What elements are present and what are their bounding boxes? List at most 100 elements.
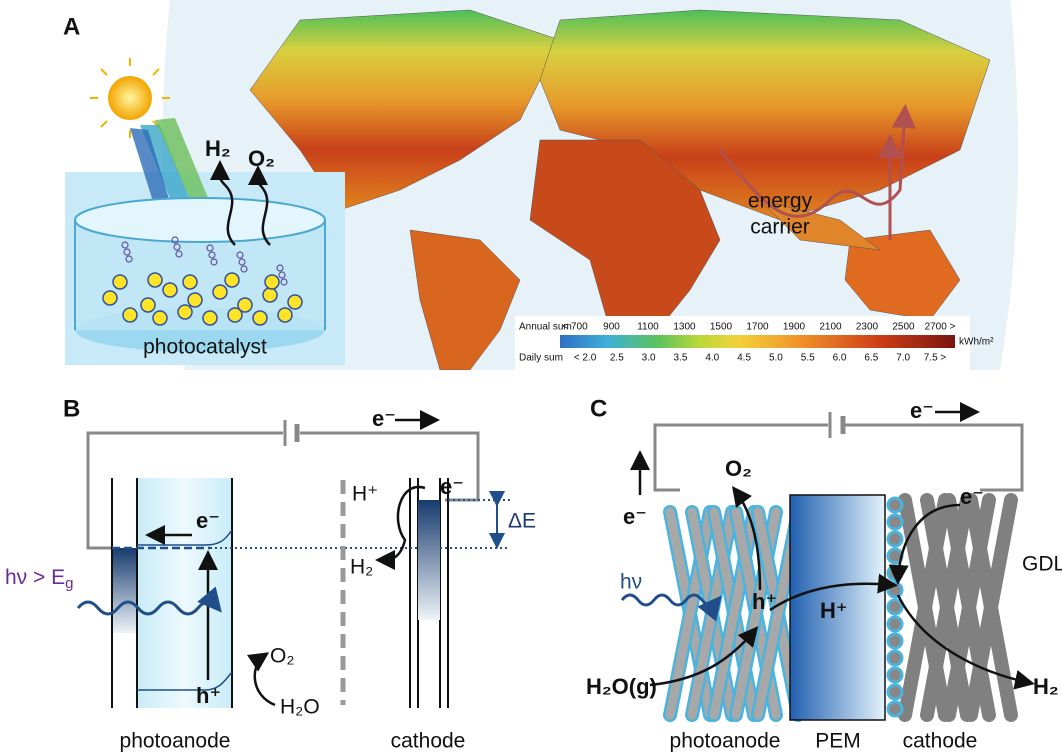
unit: kWh/m² — [959, 337, 994, 348]
particle — [152, 310, 168, 326]
beaker-top — [74, 197, 326, 243]
panel-label: C — [590, 395, 607, 422]
bubble — [125, 255, 133, 263]
photon-text: hν > E — [5, 566, 65, 589]
bubble — [240, 265, 248, 273]
h2o: H₂O — [280, 696, 320, 719]
path-shape — [155, 118, 215, 222]
particle — [122, 307, 138, 323]
panel-b: B e⁻ ΔE e⁻ h⁺ e⁻ H⁺ H₂ O₂ H₂O hν > Eg ph… — [5, 395, 536, 752]
bubble — [171, 236, 179, 244]
daily-tick: 4.0 — [705, 353, 719, 364]
daily-tick: 2.5 — [610, 353, 624, 364]
particle — [252, 310, 268, 326]
cathode-label: cathode — [903, 730, 978, 753]
photoanode-label: photoanode — [670, 730, 781, 753]
energy-label: energy — [748, 190, 813, 213]
bubble — [208, 251, 216, 259]
hole: h⁺ — [196, 683, 221, 708]
catalyst — [886, 530, 904, 548]
h2: H₂ — [350, 556, 373, 579]
carrier-label: carrier — [750, 216, 810, 239]
catalyst — [886, 649, 904, 667]
path-shape — [409, 229, 521, 370]
cathode-band — [418, 500, 440, 620]
photon-sub: g — [65, 575, 73, 592]
o2: O₂ — [725, 456, 752, 481]
bubble — [236, 251, 244, 259]
water-path — [649, 626, 759, 687]
annual-tick: 1500 — [710, 322, 733, 333]
particle — [140, 297, 156, 313]
light-wave — [76, 586, 222, 616]
particle — [182, 274, 198, 290]
daily-tick: 6.0 — [833, 353, 847, 364]
annual-tick: 1700 — [746, 322, 769, 333]
bubble — [206, 244, 214, 252]
line-shape — [100, 68, 108, 76]
electron: e⁻ — [910, 398, 934, 423]
catalyst — [886, 513, 904, 531]
electron: e⁻ — [960, 484, 984, 509]
carrier-arrow — [718, 104, 916, 218]
valence-band — [137, 671, 233, 691]
h2-label: H₂ — [205, 136, 231, 161]
path-shape — [539, 9, 991, 221]
bubble — [238, 258, 246, 266]
daily-tick: 3.5 — [674, 353, 688, 364]
bubble — [280, 278, 288, 286]
light-wave — [620, 593, 722, 622]
particle — [112, 274, 128, 290]
substrate — [112, 548, 137, 633]
delta-e: ΔE — [508, 510, 536, 533]
annual-tick: 1300 — [673, 322, 696, 333]
annual-title: Annual sum — [519, 322, 572, 333]
daily-tick: 6.5 — [864, 353, 878, 364]
path-shape — [529, 139, 721, 341]
photocatalyst-label: photocatalyst — [143, 336, 267, 359]
h2-arrow — [209, 160, 236, 246]
catalyst — [886, 700, 904, 718]
bubble — [173, 243, 181, 251]
bubble — [278, 271, 286, 279]
annual-tick: 2500 — [892, 322, 915, 333]
daily-tick: 5.5 — [801, 353, 815, 364]
line-shape — [152, 68, 160, 76]
particle — [202, 310, 218, 326]
oxidation-arrow — [246, 652, 276, 707]
h-plus: H⁺ — [820, 598, 848, 623]
catalyst — [886, 683, 904, 701]
catalyst — [886, 496, 904, 514]
particle — [287, 294, 303, 310]
daily-tick: 5.0 — [769, 353, 783, 364]
h2: H₂ — [1033, 674, 1059, 699]
circuit — [653, 423, 1024, 492]
electron: e⁻ — [440, 474, 464, 499]
reduction-arrow — [375, 485, 426, 570]
panel-label: A — [63, 13, 80, 40]
panel-label: B — [63, 395, 80, 422]
annual-tick: 1900 — [783, 322, 806, 333]
path-shape — [249, 9, 561, 211]
o2: O₂ — [270, 645, 295, 668]
annual-tick: < 700 — [562, 322, 588, 333]
particle — [277, 307, 293, 323]
electron-path — [888, 503, 961, 585]
daily-tick: 4.5 — [737, 353, 751, 364]
particle — [224, 272, 240, 288]
bubble — [276, 264, 284, 272]
particle — [264, 274, 280, 290]
particles — [102, 236, 303, 326]
bubble — [121, 241, 129, 249]
particle — [162, 282, 178, 298]
catalyst — [886, 615, 904, 633]
colorbar — [560, 335, 955, 348]
panel-c: C e⁻ e⁻ O₂ e⁻ h⁺ H⁺ GDL H₂O(g) H₂ hν pho… — [586, 395, 1062, 752]
o2-label: O₂ — [248, 146, 275, 171]
daily-tick: 3.0 — [642, 353, 656, 364]
photon: hν — [620, 571, 642, 594]
bubble — [123, 248, 131, 256]
electron: e⁻ — [623, 504, 647, 529]
annual-tick: 2700 > — [925, 322, 956, 333]
